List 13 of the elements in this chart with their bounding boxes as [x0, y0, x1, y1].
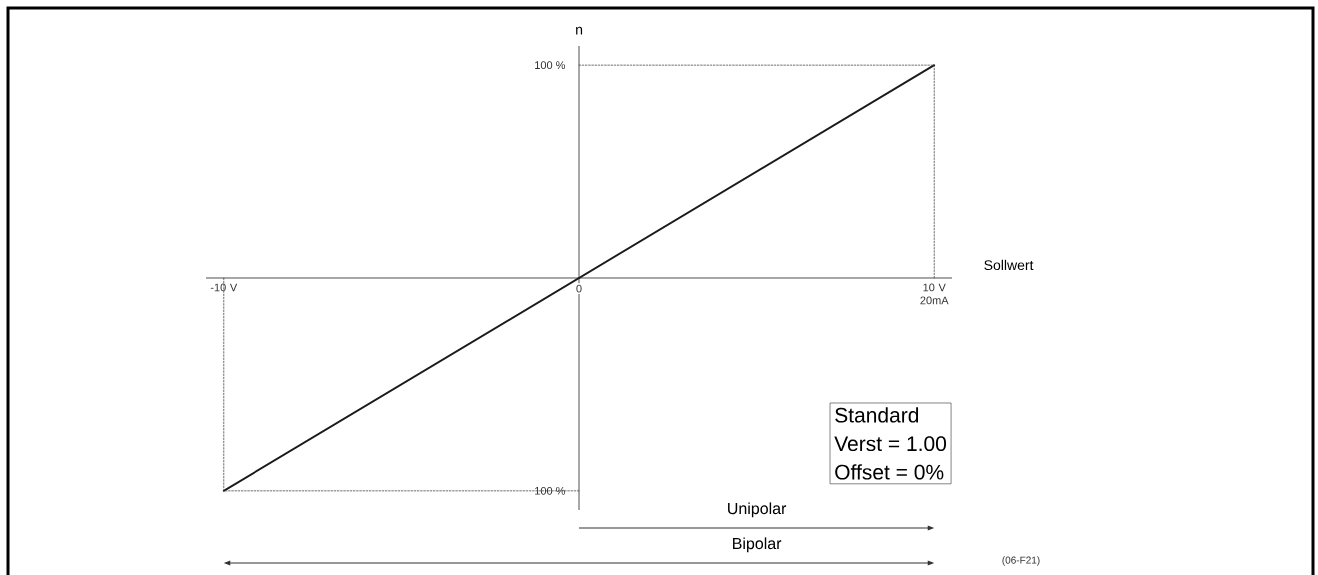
x-tick-label: -10 V	[210, 283, 238, 292]
x-tick-label: 0	[576, 284, 582, 293]
annotation: Verst = 1.00	[834, 436, 947, 452]
x-tick-label: 10 V 20mA	[920, 283, 949, 305]
y-tick-label: 100 %	[535, 486, 566, 495]
y-tick-label: 100 %	[535, 61, 566, 70]
annotation: Unipolar	[728, 502, 787, 518]
y-axis-title: n	[576, 26, 583, 35]
text: Bipolar	[733, 537, 782, 553]
text: (06-F21)	[1002, 556, 1040, 566]
annotation: Offset = 0%	[835, 464, 944, 480]
annotation: Standard	[835, 407, 919, 423]
x-axis-title: Sollwert	[984, 259, 1034, 271]
